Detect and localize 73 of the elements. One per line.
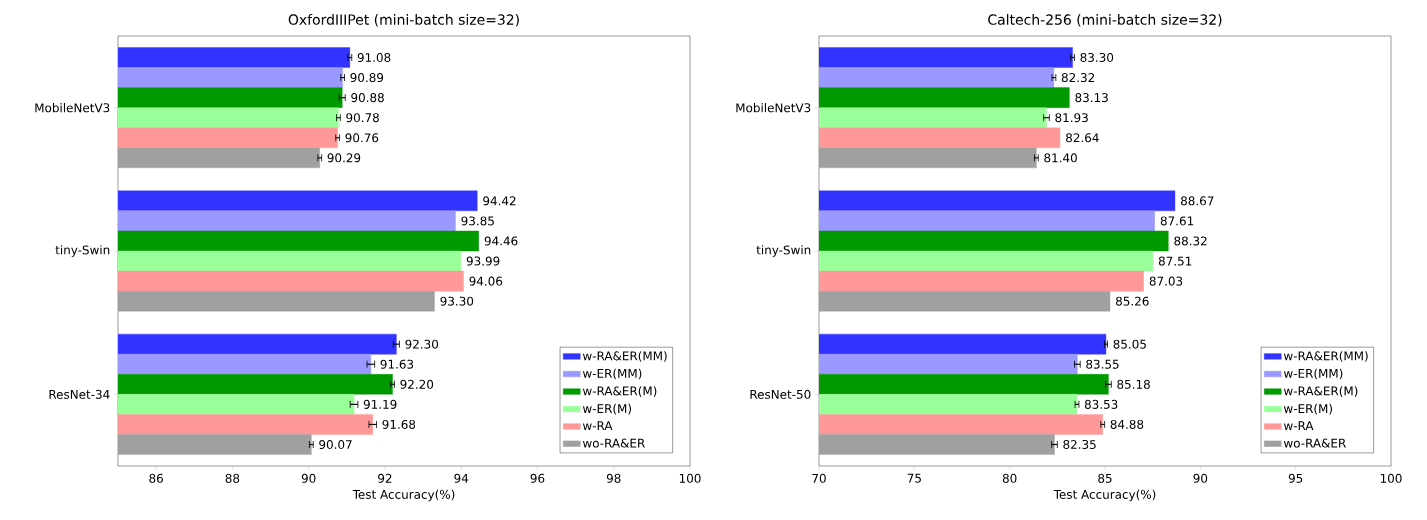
- x-axis-title: Test Accuracy(%): [352, 489, 455, 502]
- x-tick-label: 70: [812, 473, 826, 483]
- data-label: 93.85: [461, 216, 494, 226]
- x-tick-label: 100: [679, 473, 701, 483]
- legend-label: wo-RA&ER: [1283, 438, 1346, 448]
- x-tick-label: 80: [1002, 473, 1017, 483]
- legend-label: w-RA&ER(M): [1283, 386, 1358, 397]
- legend-label: wo-RA&ER: [582, 438, 645, 448]
- x-tick-label: 96: [530, 473, 545, 483]
- x-tick-label: 94: [454, 473, 469, 483]
- legend-label: w-ER(MM): [1283, 368, 1343, 380]
- data-label: 81.40: [1044, 153, 1077, 163]
- data-label: 93.30: [440, 296, 474, 306]
- data-label: 88.32: [1174, 236, 1207, 246]
- x-tick-label: 95: [1288, 473, 1303, 483]
- x-tick-label: 90: [1193, 473, 1208, 483]
- data-label: 83.30: [1080, 52, 1114, 63]
- x-tick-label: 88: [225, 473, 240, 483]
- data-label: 82.64: [1066, 133, 1099, 143]
- legend-label: w-RA&ER(MM): [582, 351, 667, 362]
- data-label: 90.88: [351, 93, 384, 103]
- x-axis-title: Test Accuracy(%): [1053, 489, 1156, 502]
- data-label: 83.55: [1086, 359, 1119, 369]
- legend-label: w-ER(M): [582, 403, 632, 415]
- x-tick-label: 90: [301, 473, 316, 483]
- y-tick-label: MobileNetV3: [35, 103, 110, 113]
- chart-title: Caltech-256 (mini-batch size=32): [988, 14, 1222, 27]
- data-label: 91.68: [382, 419, 416, 429]
- data-label: 94.06: [469, 276, 503, 286]
- legend-label: w-ER(M): [1283, 403, 1333, 415]
- data-label: 90.07: [319, 439, 352, 450]
- data-label: 85.18: [1117, 379, 1150, 389]
- legend-label: w-RA: [1283, 421, 1314, 431]
- data-label: 81.93: [1055, 113, 1088, 123]
- data-label: 91.08: [357, 52, 391, 63]
- data-label: 83.53: [1084, 399, 1118, 409]
- data-label: 84.88: [1110, 419, 1144, 429]
- data-label: 90.89: [350, 73, 384, 83]
- x-tick-label: 86: [149, 473, 163, 483]
- legend-label: w-RA: [582, 421, 613, 431]
- data-label: 83.13: [1075, 93, 1108, 103]
- x-tick-label: 98: [606, 473, 621, 483]
- y-tick-label: MobileNetV3: [736, 103, 811, 113]
- legend-label: w-RA&ER(M): [582, 386, 657, 397]
- x-tick-label: 75: [907, 473, 921, 483]
- data-label: 91.63: [380, 359, 414, 369]
- x-tick-label: 100: [1380, 473, 1402, 483]
- data-label: 92.20: [400, 379, 434, 389]
- data-label: 94.42: [483, 196, 516, 206]
- chart-title: OxfordIIIPet (mini-batch size=32): [288, 14, 519, 27]
- y-tick-label: ResNet-50: [750, 389, 811, 399]
- data-label: 94.46: [484, 236, 518, 246]
- data-label: 82.32: [1061, 73, 1095, 83]
- data-label: 92.30: [405, 339, 439, 349]
- legend-label: w-RA&ER(MM): [1283, 351, 1368, 362]
- data-label: 85.05: [1113, 339, 1146, 349]
- data-label: 87.61: [1160, 216, 1194, 226]
- data-label: 93.99: [466, 256, 500, 266]
- data-label: 85.26: [1115, 296, 1149, 306]
- y-tick-label: tiny-Swin: [756, 245, 811, 257]
- x-tick-label: 85: [1098, 473, 1112, 483]
- data-label: 91.19: [363, 399, 397, 409]
- y-tick-label: ResNet-34: [49, 389, 110, 399]
- legend-label: w-ER(MM): [582, 368, 642, 380]
- data-label: 82.35: [1063, 439, 1096, 450]
- x-tick-label: 92: [378, 473, 392, 483]
- data-label: 90.78: [346, 113, 379, 123]
- data-label: 90.29: [327, 153, 361, 163]
- data-label: 88.67: [1181, 196, 1214, 206]
- data-label: 87.03: [1149, 276, 1183, 286]
- data-label: 90.76: [345, 133, 379, 143]
- y-tick-label: tiny-Swin: [55, 245, 110, 257]
- data-label: 87.51: [1158, 256, 1192, 266]
